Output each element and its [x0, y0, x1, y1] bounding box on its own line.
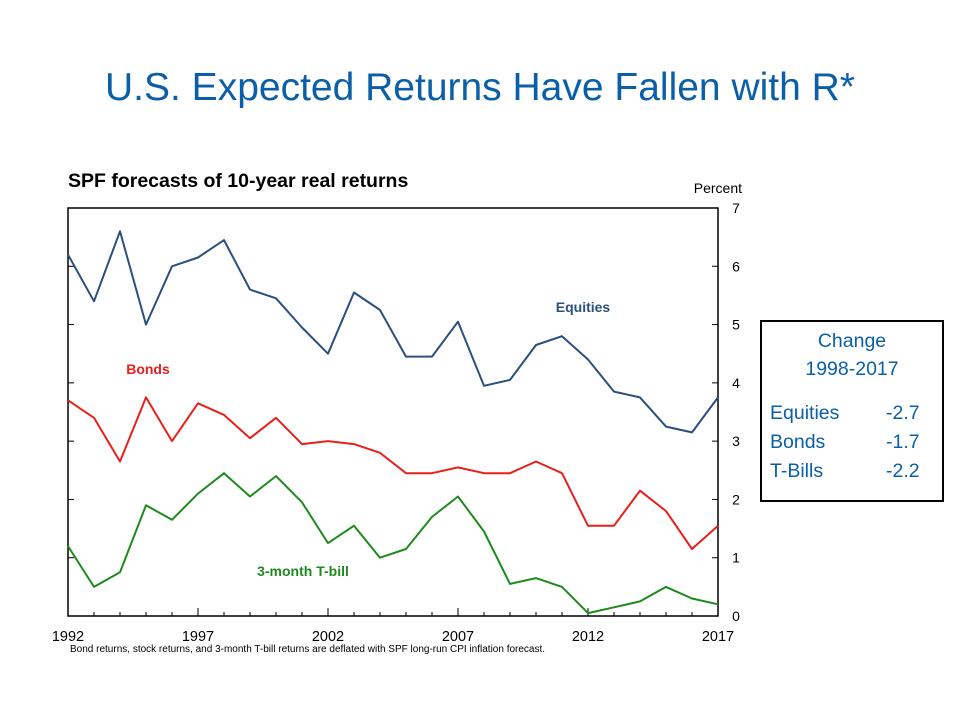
series-label-bonds: Bonds	[126, 361, 170, 377]
axis-ticks: 0 1 2 3 4 5 6 7 1992 1997 2002 2007 2012 2017	[52, 200, 740, 645]
series-label-tbill: 3-month T-bill	[257, 563, 349, 579]
y-tick-label: 7	[732, 200, 740, 216]
change-summary-box: Change 1998-2017 Equities -2.7 Bonds -1.…	[760, 320, 944, 502]
chart-title: SPF forecasts of 10-year real returns	[68, 170, 408, 192]
y-tick-label: 1	[732, 550, 740, 566]
change-row-name: T-Bills	[770, 460, 824, 482]
x-tick-label: 1997	[182, 629, 214, 645]
series-lines	[67, 230, 719, 615]
x-tick-label: 2017	[702, 629, 734, 645]
change-box-heading-line1: Change	[817, 330, 887, 352]
change-row-value: -1.7	[886, 431, 920, 453]
x-tick-label: 2012	[572, 629, 604, 645]
x-tick-label: 2002	[312, 629, 344, 645]
x-tick-label: 1992	[52, 629, 84, 645]
series-line-equities	[67, 230, 719, 434]
series-line-3-month-t-bill	[67, 472, 719, 615]
change-row-bonds: Bonds -1.7	[770, 428, 942, 457]
change-row-name: Bonds	[770, 431, 826, 453]
x-tick-label: 2007	[442, 629, 474, 645]
y-tick-label: 2	[732, 491, 740, 507]
y-tick-label: 0	[732, 608, 740, 624]
y-tick-label: 5	[732, 317, 740, 333]
plot-area-frame	[67, 207, 719, 617]
change-row-tbills: T-Bills -2.2	[770, 457, 942, 486]
y-tick-label: 3	[732, 433, 740, 449]
change-row-name: Equities	[770, 402, 840, 424]
change-box-heading: Change 1998-2017	[762, 327, 942, 383]
change-row-equities: Equities -2.7	[770, 399, 942, 428]
change-box-heading-line2: 1998-2017	[805, 358, 899, 380]
series-line-bonds	[67, 396, 719, 550]
y-tick-label: 4	[732, 375, 740, 391]
y-tick-label: 6	[732, 258, 740, 274]
change-box-rows: Equities -2.7 Bonds -1.7 T-Bills -2.2	[762, 399, 942, 486]
series-label-equities: Equities	[556, 299, 611, 315]
change-row-value: -2.7	[886, 402, 920, 424]
change-row-value: -2.2	[886, 460, 920, 482]
y-axis-unit-label: Percent	[694, 180, 742, 196]
slide-title: U.S. Expected Returns Have Fallen with R…	[105, 66, 855, 109]
chart-footnote: Bond returns, stock returns, and 3-month…	[70, 644, 545, 655]
